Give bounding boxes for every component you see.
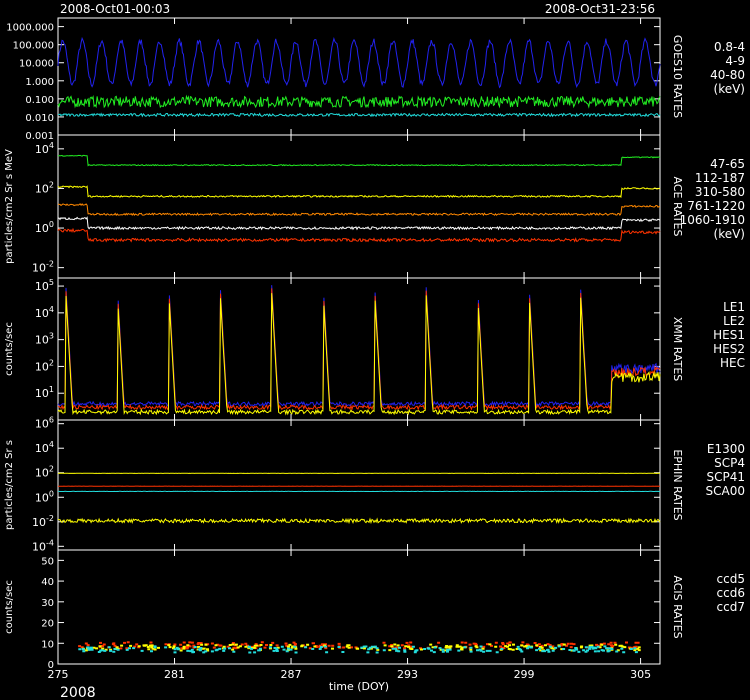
legend-3-1: SCP4 (714, 456, 745, 470)
series-4-2 (78, 645, 638, 654)
series-1-4 (57, 227, 661, 243)
series-2-2 (57, 293, 661, 416)
legend-2-1: LE2 (723, 314, 745, 328)
legend-4-1: ccd6 (717, 586, 745, 600)
legend-2-2: HES1 (713, 328, 745, 342)
ylabel-3: particles/cm2 Sr s (4, 440, 15, 530)
legend-2-3: HES2 (713, 342, 745, 356)
ylabel-2: counts/sec (4, 322, 15, 376)
ytick-label-2-0: 105 (35, 278, 54, 293)
series-1-1 (57, 185, 661, 199)
legend-1-5: (keV) (714, 227, 745, 241)
ytick-label-0-2: 10.000 (19, 59, 54, 70)
ytick-label-1-1: 102 (35, 180, 54, 195)
xtick-label-0: 275 (48, 668, 69, 681)
year-label: 2008 (60, 685, 96, 700)
series-0-2 (58, 112, 661, 118)
ytick-label-4-0: 0 (48, 660, 54, 671)
series-2-0 (57, 285, 661, 408)
ytick-label-3-4: 10-2 (32, 514, 54, 529)
panel-title-1: ACE RATES (671, 177, 684, 237)
ytick-label-4-4: 40 (41, 577, 54, 588)
ytick-label-3-5: 10-4 (32, 538, 54, 553)
ylabel-1: particles/cm2 Sr s MeV (4, 149, 15, 264)
panel-frame-1 (57, 134, 661, 279)
ytick-label-2-1: 104 (35, 305, 54, 320)
ytick-label-1-2: 100 (35, 220, 54, 235)
ytick-label-2-2: 103 (35, 332, 54, 347)
ytick-label-3-3: 100 (35, 489, 54, 504)
ytick-label-4-1: 10 (41, 639, 54, 650)
ytick-label-0-1: 100.000 (13, 41, 54, 52)
xtick-label-3: 293 (397, 668, 418, 681)
legend-4-2: ccd7 (717, 600, 745, 614)
legend-2-0: LE1 (723, 300, 745, 314)
ytick-label-4-5: 50 (41, 556, 54, 567)
ytick-label-0-4: 0.100 (25, 95, 54, 106)
legend-4-0: ccd5 (717, 572, 745, 586)
series-0-1 (57, 94, 661, 109)
ytick-label-1-3: 10-2 (32, 260, 54, 275)
xtick-label-4: 299 (514, 668, 535, 681)
ytick-label-0-5: 0.010 (25, 113, 54, 124)
series-2-1 (57, 288, 661, 411)
legend-1-3: 761-1220 (687, 199, 745, 213)
xtick-label-5: 305 (630, 668, 651, 681)
ytick-label-0-6: 0.001 (25, 131, 54, 142)
panel-title-2: XMM RATES (671, 317, 684, 382)
series-3-3 (57, 517, 661, 525)
xtick-label-2: 287 (281, 668, 302, 681)
panel-title-4: ACIS RATES (671, 575, 684, 638)
xaxis-label: time (DOY) (329, 680, 389, 693)
panel-title-3: EPHIN RATES (671, 449, 684, 520)
legend-1-4: 1060-1910 (680, 213, 745, 227)
legend-3-3: SCA00 (706, 484, 745, 498)
ytick-label-3-1: 104 (35, 440, 54, 455)
series-1-3 (57, 216, 661, 231)
start-time: 2008-Oct01-00:03 (60, 2, 170, 16)
legend-0-2: 40-80 (710, 68, 745, 82)
legend-3-0: E1300 (707, 442, 745, 456)
panel-frame-4 (57, 549, 661, 665)
ytick-label-2-4: 101 (35, 385, 54, 400)
panel-frame-3 (57, 419, 661, 551)
legend-2-4: HEC (720, 356, 745, 370)
xtick-label-1: 281 (164, 668, 185, 681)
legend-3-2: SCP41 (706, 470, 745, 484)
legend-0-1: 4-9 (725, 54, 745, 68)
ytick-label-0-3: 1.000 (25, 77, 54, 88)
series-1-0 (57, 154, 661, 167)
ytick-label-1-0: 104 (35, 141, 54, 156)
panel-title-0: GOES10 RATES (671, 35, 684, 118)
ylabel-4: counts/sec (4, 580, 15, 634)
ytick-label-4-3: 30 (41, 598, 54, 609)
ytick-label-3-0: 106 (35, 416, 54, 431)
ytick-label-4-2: 20 (41, 619, 54, 630)
series-1-2 (57, 203, 661, 217)
legend-1-1: 112-187 (695, 171, 745, 185)
ytick-label-0-0: 1000.000 (6, 23, 54, 34)
legend-0-3: (keV) (714, 82, 745, 96)
ytick-label-2-3: 102 (35, 358, 54, 373)
panel-frame-0 (57, 17, 661, 136)
series-0-0 (57, 36, 661, 89)
panel-frame-2 (57, 277, 661, 421)
legend-1-2: 310-580 (695, 185, 745, 199)
ytick-label-3-2: 102 (35, 465, 54, 480)
legend-1-0: 47-65 (710, 157, 745, 171)
series-4-1 (81, 643, 641, 652)
legend-0-0: 0.8-4 (714, 40, 745, 54)
end-time: 2008-Oct31-23:56 (545, 2, 655, 16)
